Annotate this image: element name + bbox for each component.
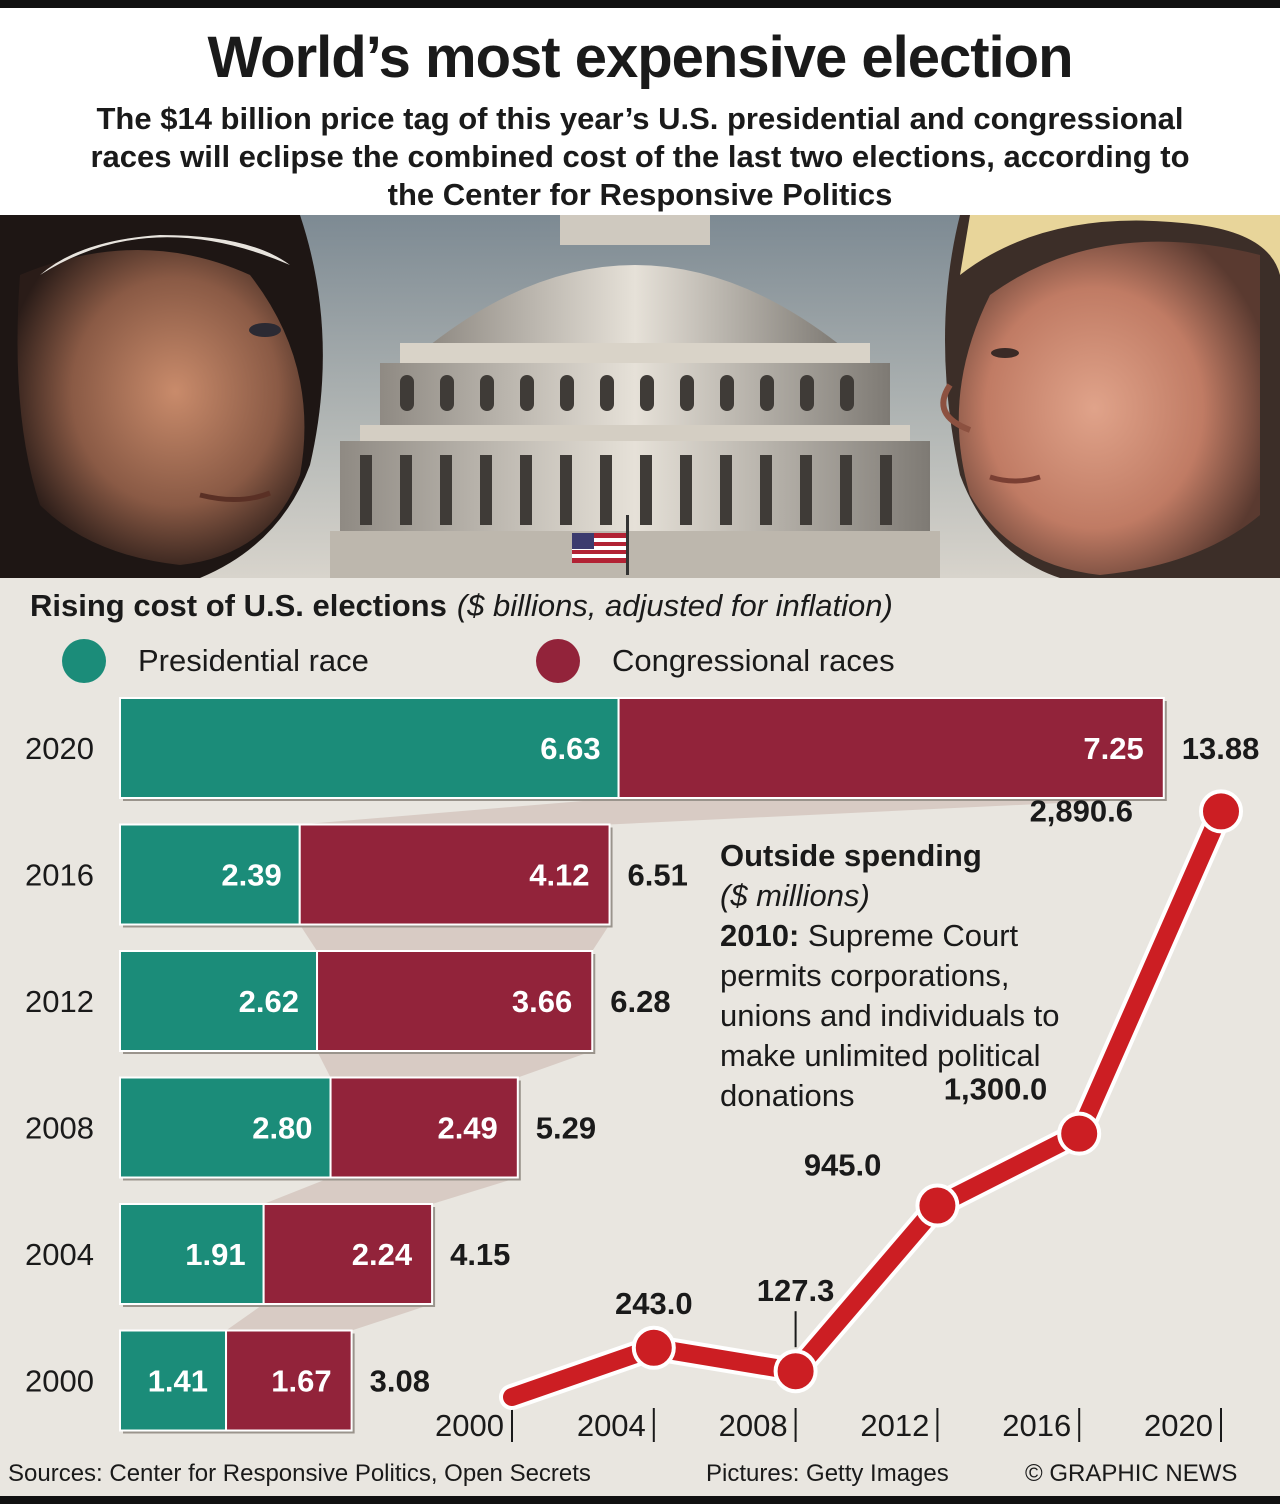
point-2016	[1057, 1111, 1102, 1156]
bar-label-congressional-2020: 7.25	[1083, 731, 1143, 766]
bar-label-presidential-2008: 2.80	[252, 1111, 312, 1146]
candidates-capitol-photo	[0, 215, 1280, 578]
bar-presidential-2020	[119, 697, 620, 799]
x-tick-label-2004: 2004	[577, 1408, 646, 1443]
bar-connector-2008	[263, 1177, 518, 1204]
legend-label-congressional: Congressional races	[612, 643, 895, 678]
bar-category-2000: 2000	[25, 1364, 94, 1399]
point-label-2020: 2,890.6	[1030, 793, 1133, 828]
bar-category-2016: 2016	[25, 858, 94, 893]
bar-label-presidential-2012: 2.62	[239, 984, 299, 1019]
bar-label-congressional-2004: 2.24	[352, 1237, 413, 1272]
line-chart-title: Outside spending	[720, 838, 982, 873]
bar-label-presidential-2016: 2.39	[221, 858, 281, 893]
x-tick-label-2020: 2020	[1144, 1408, 1213, 1443]
legend-label-presidential: Presidential race	[138, 643, 369, 678]
annotation-year: 2010:	[720, 918, 800, 953]
bar-chart-title-text: Rising cost of U.S. elections	[30, 588, 447, 623]
x-tick-label-2016: 2016	[1002, 1408, 1071, 1443]
bar-connector-2012	[317, 1051, 593, 1078]
bar-total-2000: 3.08	[370, 1364, 430, 1399]
capitol-dome	[330, 215, 940, 578]
top-rule	[0, 0, 1280, 8]
footer-pictures: Pictures: Getty Images	[706, 1460, 949, 1487]
bar-congressional-2016	[298, 823, 611, 926]
legend-swatch-presidential	[62, 639, 106, 683]
line-chart-unit: ($ millions)	[720, 878, 870, 913]
outside-spending-annotation: Outside spending ($ millions) 2010: Supr…	[720, 836, 1100, 1116]
bar-presidential-2016	[119, 823, 301, 926]
bar-total-2016: 6.51	[628, 858, 688, 893]
x-tick-label-2000: 2000	[435, 1408, 504, 1443]
footer-credit: © GRAPHIC NEWS	[1025, 1460, 1238, 1487]
legend-presidential: Presidential race	[62, 637, 369, 685]
bar-label-congressional-2000: 1.67	[271, 1364, 331, 1399]
bar-category-2020: 2020	[25, 731, 94, 766]
bar-label-presidential-2000: 1.41	[148, 1364, 208, 1399]
bar-category-2008: 2008	[25, 1111, 94, 1146]
page-title: World’s most expensive election	[207, 25, 1073, 90]
bar-total-2012: 6.28	[610, 984, 670, 1019]
x-tick-label-2012: 2012	[860, 1408, 929, 1443]
bar-label-congressional-2012: 3.66	[512, 984, 572, 1019]
legend-swatch-congressional	[536, 639, 580, 683]
bar-connector-2004	[226, 1304, 433, 1331]
bar-label-congressional-2016: 4.12	[529, 858, 589, 893]
bar-congressional-2008	[329, 1076, 519, 1179]
bar-connector-2020	[299, 798, 1164, 825]
point-2012	[915, 1183, 960, 1228]
bar-presidential-2012	[119, 950, 319, 1052]
annotation-body: 2010: Supreme Court permits corporations…	[720, 916, 1100, 1116]
bar-congressional-2000	[225, 1329, 353, 1432]
point-2004	[631, 1325, 676, 1370]
x-tick-label-2008: 2008	[719, 1408, 788, 1443]
page-subtitle: The $14 billion price tag of this year’s…	[90, 101, 1190, 212]
point-2008	[773, 1349, 818, 1394]
point-label-2012: 945.0	[804, 1148, 882, 1183]
bar-chart-unit: ($ billions, adjusted for inflation)	[456, 588, 893, 623]
point-label-2008: 127.3	[757, 1273, 835, 1308]
bar-presidential-2000	[119, 1329, 228, 1432]
bottom-rule	[0, 1496, 1280, 1504]
annotation-text: Supreme Court permits corporations, unio…	[720, 918, 1060, 1113]
line-outside-spending	[503, 802, 1230, 1406]
footer-sources: Sources: Center for Responsive Politics,…	[8, 1460, 591, 1487]
bar-chart-title: Rising cost of U.S. elections ($ billions…	[30, 588, 893, 624]
bar-connector-2016	[299, 924, 610, 951]
point-label-2016: 1,300.0	[944, 1072, 1047, 1107]
header: World’s most expensive election The $14 …	[0, 8, 1280, 215]
bar-presidential-2008	[119, 1076, 332, 1179]
chart-canvas: 2020 6.63 7.25 13.88 2016 2.39 4.12 6.51 2012 2.6…	[25, 697, 1260, 1443]
bar-total-2020: 13.88	[1182, 731, 1260, 766]
point-label-2004: 243.0	[615, 1286, 693, 1321]
bar-category-2004: 2004	[25, 1237, 94, 1272]
point-2020	[1199, 789, 1243, 834]
bar-congressional-2012	[316, 950, 594, 1052]
bar-category-2012: 2012	[25, 984, 94, 1019]
flag	[572, 515, 629, 575]
legend-congressional: Congressional races	[536, 637, 895, 685]
bar-congressional-2004	[262, 1203, 434, 1305]
bar-label-presidential-2004: 1.91	[185, 1237, 245, 1272]
bar-total-2004: 4.15	[450, 1237, 510, 1272]
bar-label-presidential-2020: 6.63	[540, 731, 600, 766]
bar-congressional-2020	[617, 697, 1165, 799]
footer: Sources: Center for Responsive Politics,…	[0, 1451, 1280, 1496]
left-candidate-portrait	[0, 215, 323, 578]
right-candidate-portrait	[940, 215, 1280, 578]
bar-total-2008: 5.29	[536, 1111, 596, 1146]
bar-label-congressional-2008: 2.49	[437, 1111, 497, 1146]
